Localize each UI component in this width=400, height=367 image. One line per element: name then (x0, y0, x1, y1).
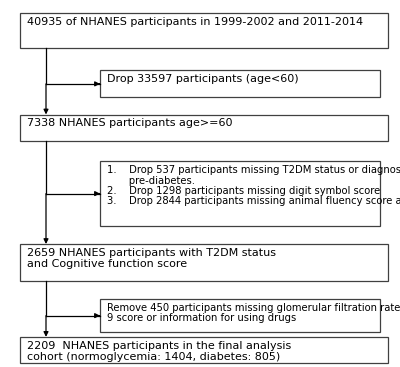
Text: 7338 NHANES participants age>=60: 7338 NHANES participants age>=60 (27, 118, 233, 128)
Text: 2.    Drop 1298 participants missing digit symbol score: 2. Drop 1298 participants missing digit … (107, 186, 380, 196)
FancyBboxPatch shape (20, 13, 388, 48)
Text: Remove 450 participants missing glomerular filtration rate level, PHQ-: Remove 450 participants missing glomerul… (107, 303, 400, 313)
Text: 3.    Drop 2844 participants missing animal fluency score are missing: 3. Drop 2844 participants missing animal… (107, 196, 400, 207)
FancyBboxPatch shape (20, 115, 388, 141)
FancyBboxPatch shape (100, 70, 380, 97)
FancyBboxPatch shape (20, 337, 388, 363)
Text: 40935 of NHANES participants in 1999-2002 and 2011-2014: 40935 of NHANES participants in 1999-200… (27, 17, 363, 26)
FancyBboxPatch shape (100, 161, 380, 226)
Text: 2209  NHANES participants in the final analysis: 2209 NHANES participants in the final an… (27, 341, 292, 350)
Text: Drop 33597 participants (age<60): Drop 33597 participants (age<60) (107, 74, 299, 84)
Text: cohort (normoglycemia: 1404, diabetes: 805): cohort (normoglycemia: 1404, diabetes: 8… (27, 352, 280, 362)
Text: 1.    Drop 537 participants missing T2DM status or diagnosed with: 1. Drop 537 participants missing T2DM st… (107, 165, 400, 175)
Text: 2659 NHANES participants with T2DM status: 2659 NHANES participants with T2DM statu… (27, 248, 276, 258)
Text: 9 score or information for using drugs: 9 score or information for using drugs (107, 313, 296, 323)
Text: and Cognitive function score: and Cognitive function score (27, 259, 187, 269)
FancyBboxPatch shape (20, 244, 388, 281)
Text: pre-diabetes.: pre-diabetes. (107, 175, 195, 186)
FancyBboxPatch shape (100, 299, 380, 332)
